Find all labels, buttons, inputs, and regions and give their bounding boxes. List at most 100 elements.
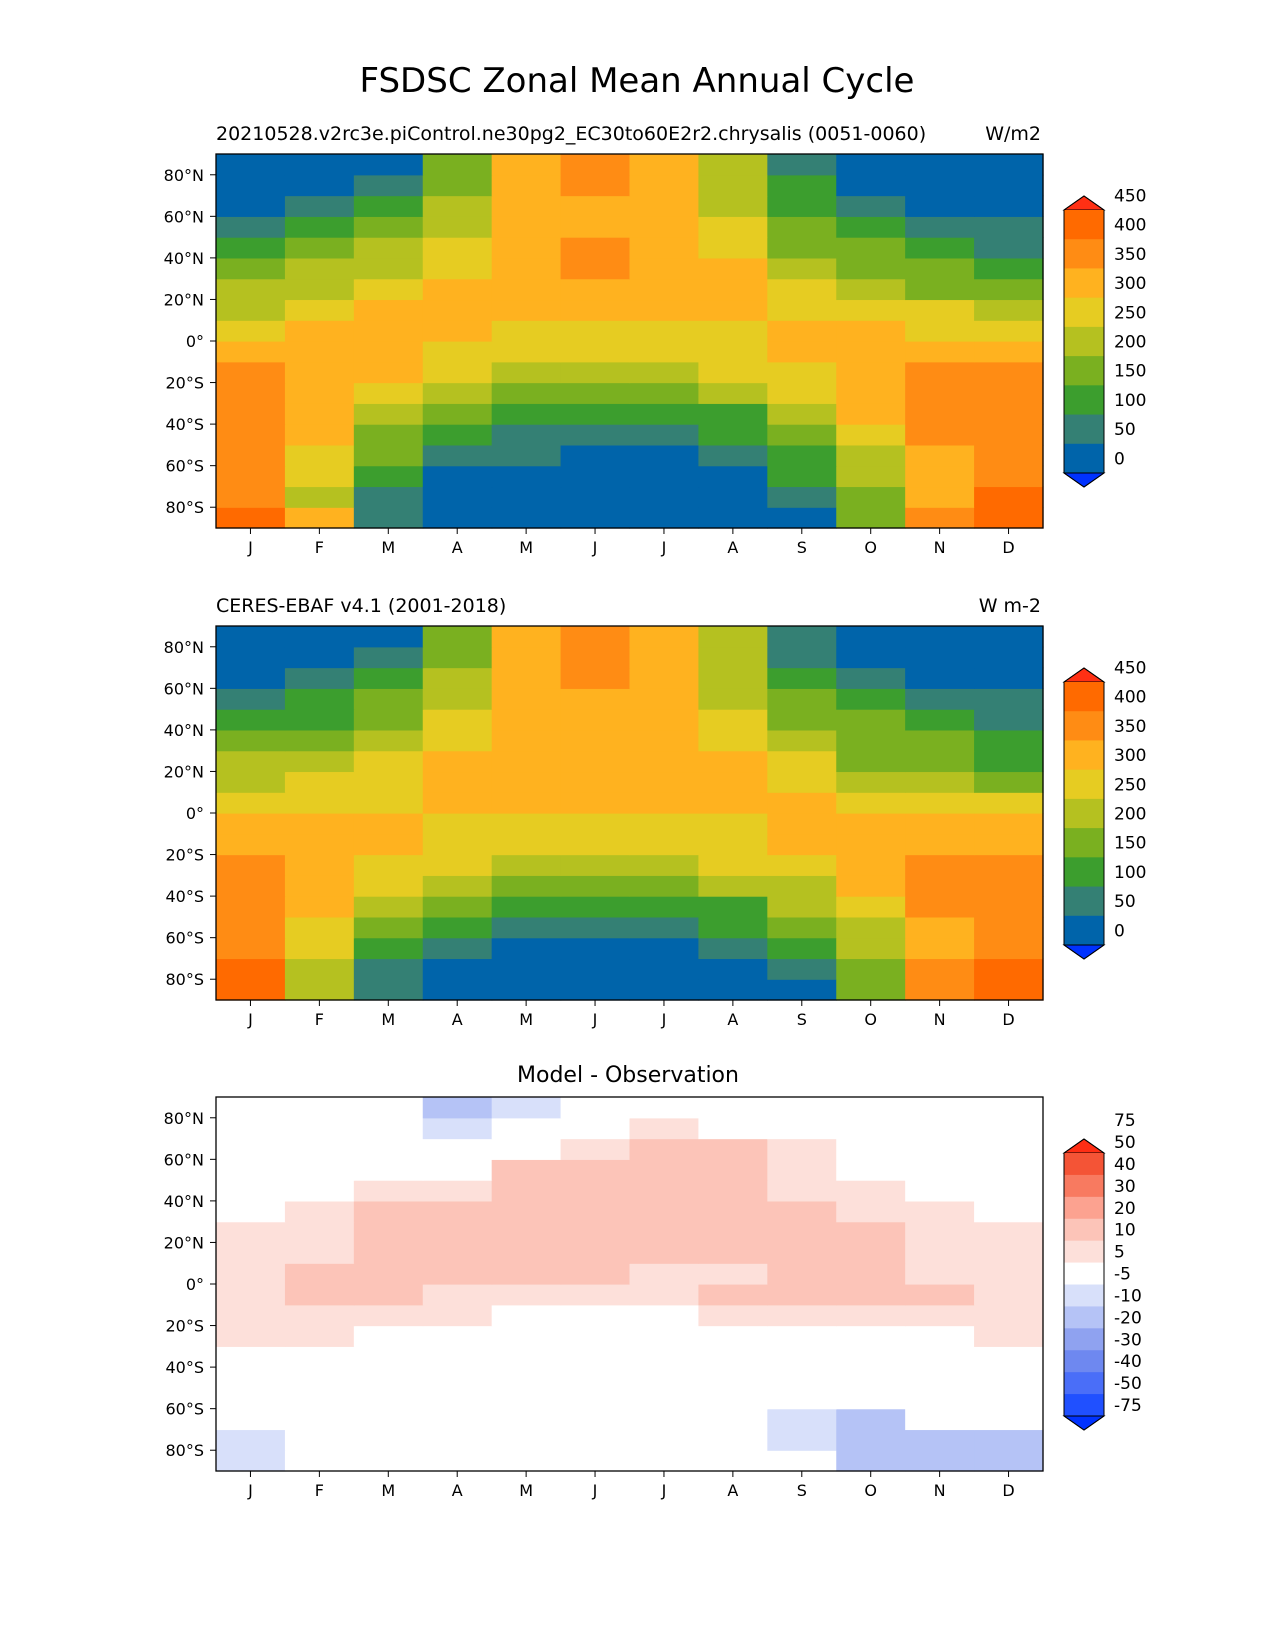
heatmap-cell	[422, 958, 493, 980]
heatmap-cell	[836, 465, 906, 488]
heatmap-cell	[905, 1221, 975, 1244]
heatmap-cell	[698, 1408, 768, 1431]
colorbar-outline	[1063, 667, 1105, 960]
heatmap-cell	[422, 1387, 493, 1410]
heatmap-cell	[284, 465, 355, 488]
heatmap-cell	[422, 1284, 493, 1306]
heatmap-cell	[216, 1242, 286, 1264]
heatmap-cell	[767, 195, 837, 217]
heatmap-cell	[491, 1242, 562, 1264]
heatmap-cell	[767, 979, 837, 1001]
heatmap-cell	[422, 1097, 493, 1119]
heatmap-cell	[284, 361, 355, 384]
heatmap-cell	[767, 688, 837, 710]
heatmap-cell	[284, 1408, 355, 1431]
heatmap-cell	[491, 278, 562, 301]
heatmap-cell	[422, 1138, 493, 1160]
heatmap-cell	[698, 195, 768, 217]
heatmap-cell	[353, 278, 424, 301]
heatmap-cell	[491, 216, 562, 238]
y-tick-label: 60°S	[165, 929, 204, 948]
heatmap-cell	[905, 486, 975, 508]
heatmap-cell	[353, 195, 424, 217]
heatmap-cell	[284, 958, 355, 980]
heatmap-cell	[905, 237, 975, 259]
heatmap-cell	[974, 403, 1044, 425]
heatmap-cell	[422, 1429, 493, 1451]
heatmap-cell	[422, 688, 493, 710]
heatmap-cell	[836, 1408, 906, 1431]
heatmap-cell	[905, 361, 975, 384]
heatmap-cell	[353, 1200, 424, 1223]
heatmap-cell	[767, 154, 837, 176]
colorbar-tick-label: 400	[1114, 688, 1146, 708]
heatmap-cell	[491, 361, 562, 384]
heatmap-cell	[284, 507, 355, 529]
heatmap-cell	[284, 916, 355, 939]
heatmap-cell	[629, 403, 700, 425]
colorbar-segment	[1064, 828, 1104, 858]
heatmap-cell	[767, 1367, 837, 1389]
heatmap-cell	[698, 1138, 768, 1160]
heatmap-cell	[216, 424, 286, 446]
colorbar-segment	[1064, 1174, 1104, 1198]
heatmap-cell	[422, 444, 493, 467]
heatmap-cell	[284, 278, 355, 301]
heatmap-cell	[698, 1242, 768, 1264]
heatmap-cell	[353, 1242, 424, 1264]
heatmap-cell	[974, 1117, 1044, 1140]
heatmap-cell	[353, 424, 424, 446]
heatmap-cell	[491, 403, 562, 425]
panel-obs-colorbar: 0 50 100 150 200 250 300 350 400 450	[1062, 658, 1146, 960]
heatmap-cell	[836, 299, 906, 321]
heatmap-cell	[974, 1242, 1044, 1264]
colorbar-segment	[1064, 1394, 1104, 1417]
heatmap-cell	[284, 1284, 355, 1306]
y-tick-label: 20°N	[164, 290, 204, 309]
panel-obs-heatmap: J F M A M J J A S O N D 80°N 60°N 40°N 20°N 0° 20°S 40°S 60…	[164, 625, 1044, 1029]
colorbar-tick-label: 250	[1114, 303, 1146, 323]
x-tick-label: J	[247, 538, 253, 557]
heatmap-cell	[905, 1097, 975, 1119]
heatmap-cell	[422, 792, 493, 814]
heatmap-cell	[216, 937, 286, 960]
heatmap-cell	[560, 278, 631, 301]
heatmap-cell	[422, 278, 493, 301]
heatmap-cell	[905, 1263, 975, 1285]
colorbar-tick-label: 5	[1114, 1243, 1125, 1263]
heatmap-cell	[767, 1200, 837, 1223]
heatmap-cell	[216, 750, 286, 773]
heatmap-cell	[836, 1304, 906, 1327]
heatmap-cell	[767, 916, 837, 939]
heatmap-cell	[767, 1325, 837, 1347]
heatmap-cell	[216, 916, 286, 939]
heatmap-cell	[905, 1159, 975, 1181]
heatmap-cell	[629, 361, 700, 384]
colorbar-segment	[1064, 1372, 1104, 1395]
heatmap-cell	[491, 688, 562, 710]
heatmap-cell	[836, 1180, 906, 1202]
heatmap-cell	[629, 854, 700, 876]
heatmap-cell	[284, 403, 355, 425]
heatmap-cell	[629, 237, 700, 259]
heatmap-cell	[629, 278, 700, 301]
heatmap-cell	[974, 979, 1044, 1001]
heatmap-cell	[629, 1325, 700, 1347]
heatmap-cell	[836, 729, 906, 752]
heatmap-cell	[629, 1263, 700, 1285]
heatmap-cell	[422, 1408, 493, 1431]
panel-obs-left-title: CERES-EBAF v4.1 (2001-2018)	[216, 595, 506, 617]
heatmap-cell	[422, 361, 493, 384]
heatmap-cell	[698, 750, 768, 773]
heatmap-cell	[216, 729, 286, 752]
x-tick-label: M	[519, 1481, 533, 1500]
heatmap-cell	[698, 1200, 768, 1223]
x-tick-label: N	[934, 538, 946, 557]
colorbar-segment	[1064, 443, 1104, 474]
heatmap-cell	[491, 958, 562, 980]
heatmap-cell	[767, 1117, 837, 1140]
heatmap-cell	[284, 813, 355, 835]
heatmap-cell	[836, 341, 906, 363]
heatmap-cell	[216, 382, 286, 404]
heatmap-cell	[629, 424, 700, 446]
